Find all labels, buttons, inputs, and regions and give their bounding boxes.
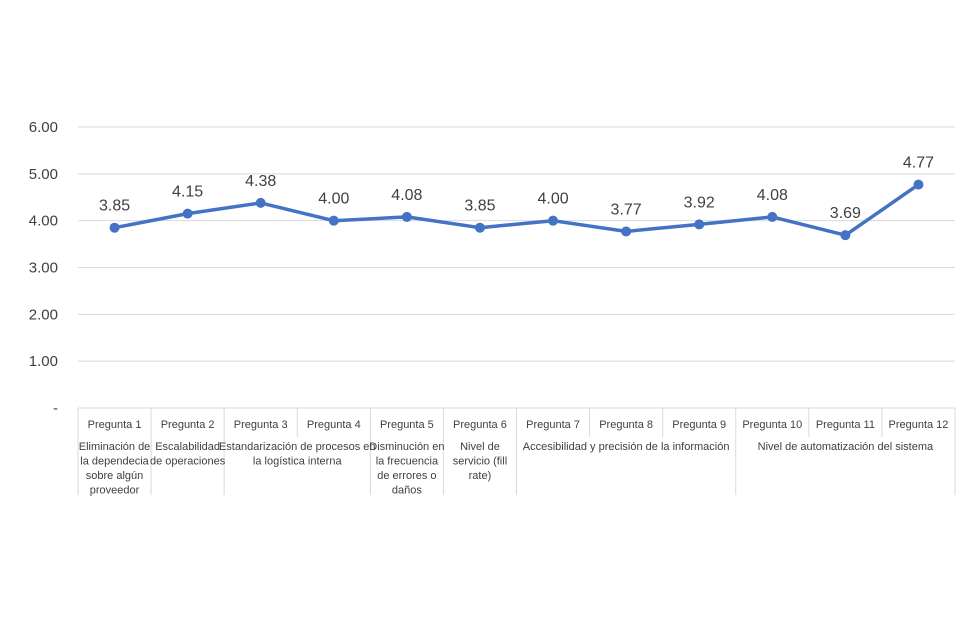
category-label: Pregunta 10 (742, 419, 802, 431)
data-label: 4.08 (757, 187, 788, 204)
data-label: 4.77 (903, 155, 934, 172)
data-point (840, 230, 851, 241)
group-label: de errores o (377, 470, 436, 482)
category-label: Pregunta 11 (816, 419, 875, 431)
y-tick-label: 6.00 (29, 119, 58, 136)
data-label: 4.00 (537, 191, 568, 208)
group-label: servicio (fill (453, 456, 507, 468)
data-label: 4.15 (172, 184, 203, 201)
data-point (548, 215, 559, 226)
category-label: Pregunta 9 (672, 419, 726, 431)
grid-lines (78, 126, 955, 362)
y-axis-ticks: - 1.00 2.00 3.00 4.00 5.00 6.00 (29, 119, 58, 417)
y-tick-label: - (53, 400, 58, 417)
group-label: la frecuencia (376, 456, 439, 468)
data-point (767, 211, 778, 222)
group-label: daños (392, 485, 422, 497)
category-label: Pregunta 4 (307, 419, 361, 431)
data-label: 3.69 (830, 205, 861, 222)
group-label: Disminución en (369, 441, 444, 453)
data-label: 4.08 (391, 187, 422, 204)
group-label: la logística interna (253, 456, 343, 468)
data-label: 4.00 (318, 191, 349, 208)
category-label: Pregunta 3 (234, 419, 288, 431)
y-tick-label: 1.00 (29, 353, 58, 370)
category-label: Pregunta 12 (888, 419, 948, 431)
data-point (621, 226, 632, 237)
y-tick-label: 5.00 (29, 166, 58, 183)
data-label: 3.85 (99, 198, 130, 215)
group-label: rate) (469, 470, 492, 482)
group-label: Accesibilidad y precisión de la informac… (523, 441, 730, 453)
data-point (694, 219, 705, 230)
category-label: Pregunta 6 (453, 419, 507, 431)
y-tick-label: 2.00 (29, 306, 58, 323)
data-point (913, 179, 924, 190)
category-label: Pregunta 5 (380, 419, 434, 431)
data-label: 3.77 (611, 201, 642, 218)
group-label: sobre algún (86, 470, 144, 482)
group-label: Nivel de automatización del sistema (758, 441, 934, 453)
category-label: Pregunta 7 (526, 419, 580, 431)
data-label: 3.92 (684, 194, 715, 211)
data-point (182, 208, 193, 219)
data-point (474, 222, 485, 233)
group-label: la dependecia (80, 456, 149, 468)
group-label: Eliminación de (79, 441, 151, 453)
group-label: proveedor (90, 485, 140, 497)
category-table: Pregunta 1 Pregunta 2 Pregunta 3 Pregunta 4… (77, 407, 956, 497)
group-label: Escalabilidad (155, 441, 220, 453)
group-label: Nivel de (460, 441, 500, 453)
data-label: 4.38 (245, 173, 276, 190)
group-label: de operaciones (150, 456, 226, 468)
y-tick-label: 3.00 (29, 260, 58, 277)
data-point (109, 222, 120, 233)
data-labels: 3.85 4.15 4.38 4.00 4.08 3.85 4.00 3.77 3.92 4.08… (99, 155, 934, 223)
group-label: Estandarización de procesos en (219, 441, 376, 453)
category-label: Pregunta 2 (161, 419, 215, 431)
data-label: 3.85 (464, 198, 495, 215)
category-label: Pregunta 8 (599, 419, 653, 431)
data-point (401, 211, 412, 222)
data-point (328, 215, 339, 226)
series-layer (109, 179, 924, 241)
category-label: Pregunta 1 (88, 419, 142, 431)
y-tick-label: 4.00 (29, 213, 58, 230)
data-point (255, 197, 266, 208)
series-line (114, 183, 920, 237)
